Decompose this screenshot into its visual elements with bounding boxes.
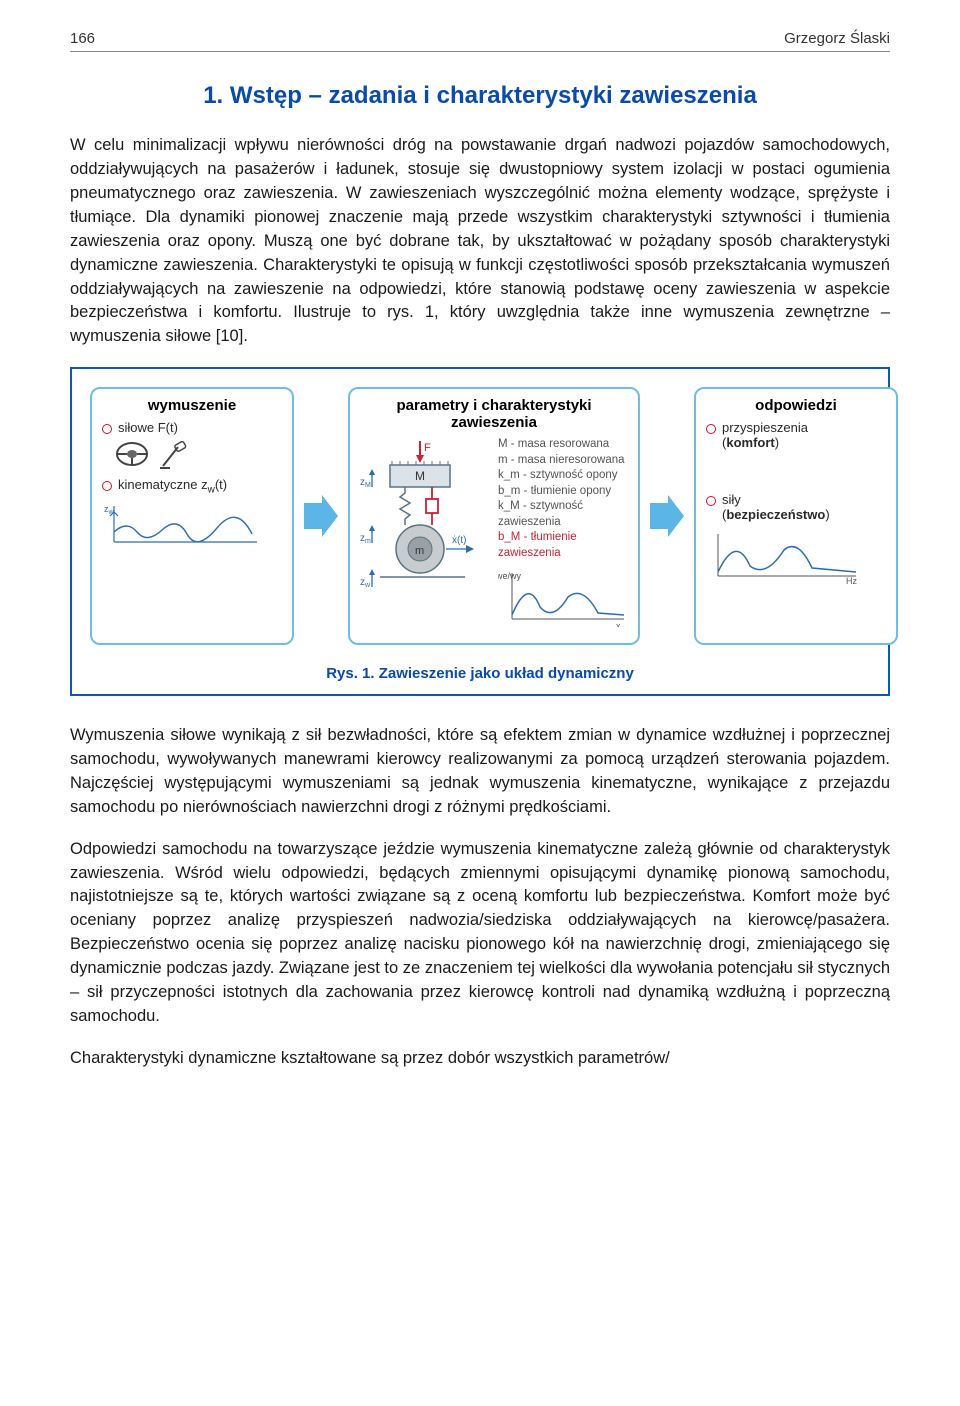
svg-text:F: F — [424, 442, 431, 454]
legend-list: M - masa resorowana m - masa nieresorowa… — [498, 437, 628, 633]
bullet-dot-icon — [706, 496, 716, 506]
legend-item: b_m - tłumienie opony — [498, 484, 628, 500]
response-plot-icon: Hz — [706, 528, 866, 584]
svg-text:zw: zw — [360, 577, 371, 589]
svg-text:ẋ(t): ẋ(t) — [452, 535, 466, 546]
brake-pedal-icon: hamulec — [158, 441, 188, 471]
bullet-dot-icon — [102, 424, 112, 434]
bullet-silowe: siłowe F(t) — [102, 420, 282, 435]
svg-text:zm: zm — [360, 533, 371, 545]
panel-mid-title: parametry i charakterystyki zawieszenia — [360, 397, 628, 431]
bullet-dot-icon — [706, 424, 716, 434]
panel-wymuszenie: wymuszenie siłowe F(t) — [90, 387, 294, 645]
panel-left-title: wymuszenie — [102, 397, 282, 414]
panel-parametry: parametry i charakterystyki zawieszenia … — [348, 387, 640, 645]
figure-1: wymuszenie siłowe F(t) — [70, 367, 890, 696]
panel-right-title: odpowiedzi — [706, 397, 886, 414]
legend-item: b_M - tłumienie zawieszenia — [498, 530, 628, 561]
svg-text:x: x — [616, 621, 621, 627]
svg-text:zw: zw — [104, 504, 115, 516]
page: 166 Grzegorz Ślaski 1. Wstęp – zadania i… — [0, 0, 960, 1111]
bullet-label: kinematyczne zw(t) — [118, 477, 227, 496]
svg-text:we/wy: we/wy — [498, 571, 522, 581]
arrow-1 — [304, 387, 338, 645]
transfer-plot-icon: we/wy x — [498, 567, 628, 627]
legend-item: m - masa nieresorowana — [498, 453, 628, 469]
bullet-sily: siły(bezpieczeństwo) — [706, 492, 886, 522]
paragraph-3: Odpowiedzi samochodu na towarzyszące jeź… — [70, 838, 890, 1029]
svg-text:zM: zM — [360, 477, 371, 489]
bullet-label: siły(bezpieczeństwo) — [722, 492, 830, 522]
svg-text:Hz: Hz — [846, 576, 857, 584]
svg-text:m: m — [415, 545, 424, 557]
steering-brake-icons: hamulec — [114, 441, 282, 471]
road-profile-icon: zw — [102, 502, 262, 546]
legend-item: M - masa resorowana — [498, 437, 628, 453]
legend-item: k_m - sztywność opony — [498, 468, 628, 484]
arrow-2 — [650, 387, 684, 645]
arrow-right-icon — [650, 491, 684, 541]
legend-item: k_M - sztywność zawieszenia — [498, 499, 628, 530]
steering-wheel-icon — [114, 441, 150, 471]
panel-odpowiedzi: odpowiedzi przyspieszenia(komfort) siły(… — [694, 387, 898, 645]
section-heading: 1. Wstęp – zadania i charakterystyki zaw… — [70, 82, 890, 110]
author-name: Grzegorz Ślaski — [784, 30, 890, 47]
figure-caption: Rys. 1. Zawieszenie jako układ dynamiczn… — [90, 665, 870, 682]
bullet-kinematyczne: kinematyczne zw(t) — [102, 477, 282, 496]
svg-text:M: M — [415, 469, 425, 483]
page-number: 166 — [70, 30, 95, 47]
bullet-dot-icon — [102, 481, 112, 491]
arrow-right-icon — [304, 491, 338, 541]
mid-content: F M m — [360, 437, 628, 633]
paragraph-1: W celu minimalizacji wpływu nierówności … — [70, 134, 890, 349]
figure-row: wymuszenie siłowe F(t) — [90, 387, 870, 645]
bullet-label: siłowe F(t) — [118, 420, 178, 435]
bullet-label: przyspieszenia(komfort) — [722, 420, 808, 450]
page-header: 166 Grzegorz Ślaski — [70, 30, 890, 52]
paragraph-4: Charakterystyki dynamiczne kształtowane … — [70, 1047, 890, 1071]
bullet-przyspieszenia: przyspieszenia(komfort) — [706, 420, 886, 450]
paragraph-2: Wymuszenia siłowe wynikają z sił bezwład… — [70, 724, 890, 820]
suspension-model-icon: F M m — [360, 437, 490, 607]
